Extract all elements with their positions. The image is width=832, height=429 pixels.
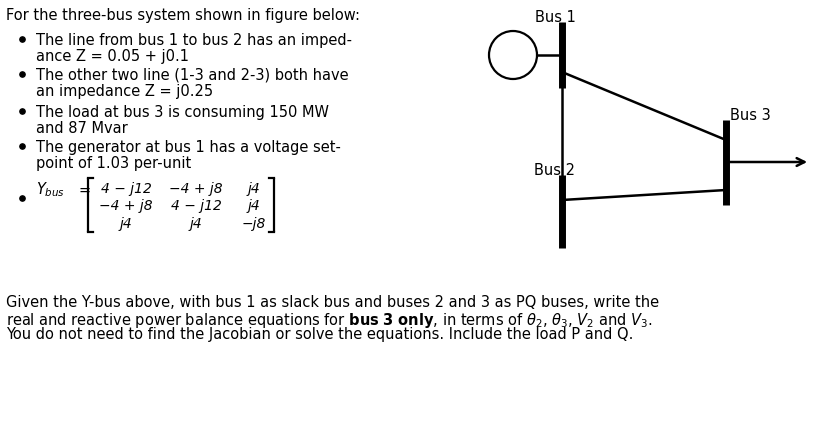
Text: The load at bus 3 is consuming 150 MW: The load at bus 3 is consuming 150 MW bbox=[36, 105, 329, 120]
Text: You do not need to find the Jacobian or solve the equations. Include the load P : You do not need to find the Jacobian or … bbox=[6, 327, 633, 342]
Text: The other two line (1-3 and 2-3) both have: The other two line (1-3 and 2-3) both ha… bbox=[36, 68, 349, 83]
Text: The line from bus 1 to bus 2 has an imped-: The line from bus 1 to bus 2 has an impe… bbox=[36, 33, 352, 48]
Text: 4 − j12: 4 − j12 bbox=[171, 199, 221, 213]
Text: The generator at bus 1 has a voltage set-: The generator at bus 1 has a voltage set… bbox=[36, 140, 341, 155]
Text: 4 − j12: 4 − j12 bbox=[101, 182, 151, 196]
Text: Bus 1: Bus 1 bbox=[535, 10, 576, 25]
Text: −4 + j8: −4 + j8 bbox=[99, 199, 153, 213]
Text: and 87 Mvar: and 87 Mvar bbox=[36, 121, 128, 136]
Text: −j8: −j8 bbox=[242, 217, 266, 231]
Text: −4 + j8: −4 + j8 bbox=[169, 182, 223, 196]
Text: real and reactive power balance equations for $\mathbf{bus\ 3\ only}$, in terms : real and reactive power balance equation… bbox=[6, 311, 652, 330]
Text: point of 1.03 per-unit: point of 1.03 per-unit bbox=[36, 156, 191, 171]
Text: j4: j4 bbox=[248, 199, 260, 213]
Text: Bus 2: Bus 2 bbox=[534, 163, 576, 178]
Text: For the three-bus system shown in figure below:: For the three-bus system shown in figure… bbox=[6, 8, 360, 23]
Text: j4: j4 bbox=[248, 182, 260, 196]
Text: =: = bbox=[79, 182, 92, 197]
Text: $Y_{bus}$: $Y_{bus}$ bbox=[36, 181, 65, 199]
Text: j4: j4 bbox=[120, 217, 132, 231]
Text: an impedance Z = j0.25: an impedance Z = j0.25 bbox=[36, 84, 213, 99]
Text: Given the Y-bus above, with bus 1 as slack bus and buses 2 and 3 as PQ buses, wr: Given the Y-bus above, with bus 1 as sla… bbox=[6, 295, 659, 310]
Text: Bus 3: Bus 3 bbox=[730, 108, 770, 123]
Text: ance Z = 0.05 + j0.1: ance Z = 0.05 + j0.1 bbox=[36, 49, 189, 64]
Text: j4: j4 bbox=[190, 217, 202, 231]
